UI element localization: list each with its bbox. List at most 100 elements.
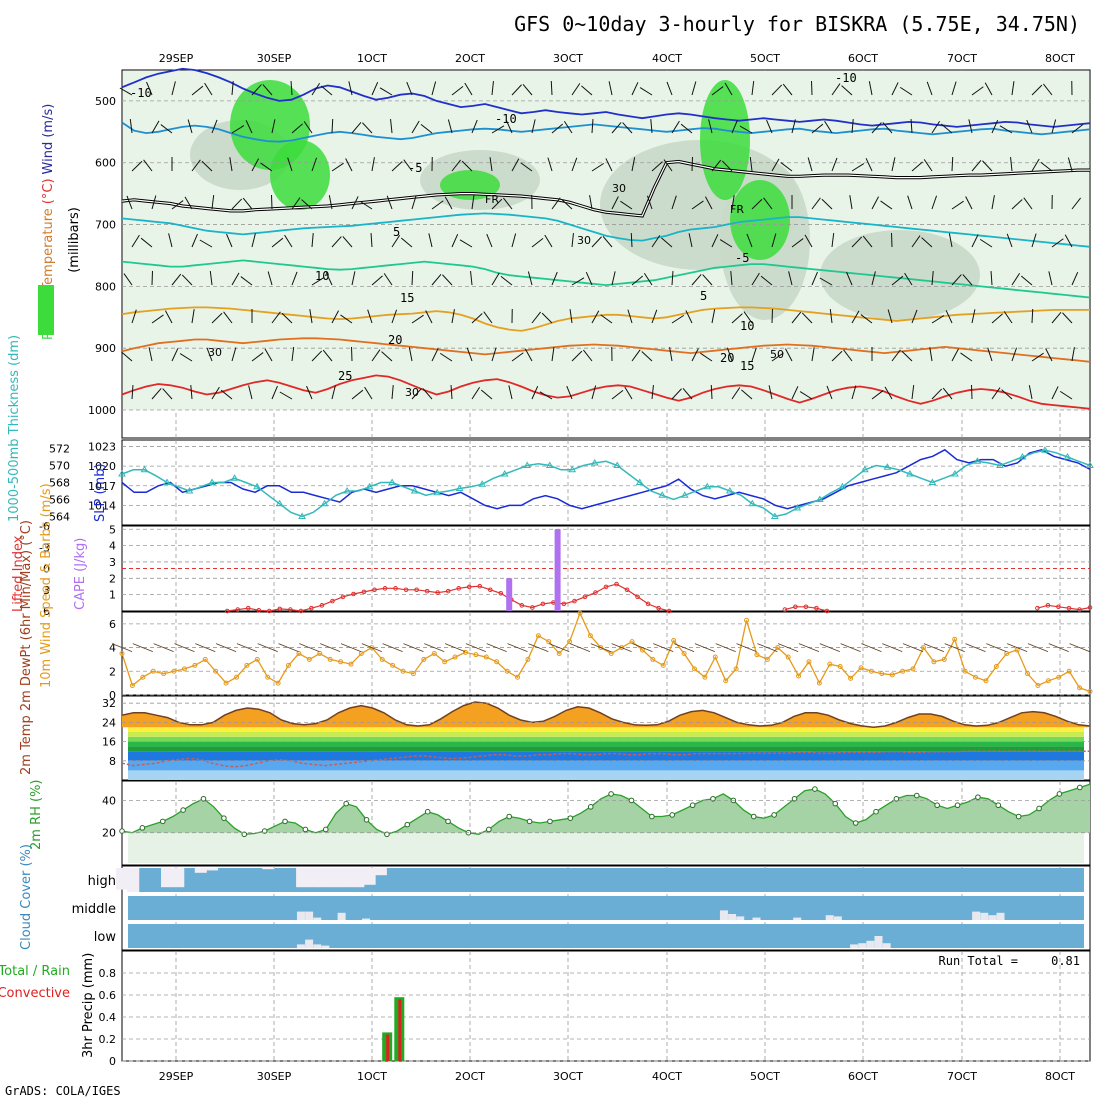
wind-speed-marker [462,649,468,655]
wind-barb [671,270,674,286]
wind-speed-marker [764,656,770,662]
thickness-marker [951,470,959,477]
thickness-marker [208,478,216,485]
wind-barb [791,119,796,134]
wind-barb [431,81,437,96]
wind-barb-10m [403,643,424,652]
wind-barb-10m [694,643,716,652]
wind-barb [923,159,933,172]
li-marker [445,588,451,594]
wind-barb [749,157,753,172]
wind-speed-marker [202,656,208,662]
wind-barb [491,272,500,286]
li-marker [224,608,230,614]
wind-barb [470,271,473,286]
wind-barb [671,195,677,210]
wind-barb [691,81,697,96]
wind-barb [231,125,245,134]
wind-barb [1031,158,1040,172]
wind-barb [240,276,253,286]
wind-barb [551,271,558,286]
li-marker [519,603,525,608]
date-label-bottom: 8OCT [1045,1070,1075,1083]
wind-barb [960,352,973,362]
wind-barb [451,234,459,248]
li-marker [298,608,304,614]
thickness-marker [500,470,509,477]
wind-barb [931,271,934,286]
wind-barb [411,314,424,324]
wind-barb [901,350,913,362]
wind-barb [661,237,673,248]
wind-speed-line [121,611,1091,693]
rh2m-marker [445,818,451,825]
temp-color-band [128,736,1084,742]
wind-speed-marker [702,674,708,680]
li-tick: 6 [43,605,50,618]
wind-barb [751,198,763,210]
wind-barb [884,386,893,400]
wind-barb [325,272,333,286]
wind-barb [1051,238,1064,248]
wind-barb [643,272,653,286]
pressure-tick-label: 900 [95,342,116,355]
wind-speed-marker [327,656,333,662]
wind-barb [968,119,973,134]
wind-barb [539,391,553,400]
wind-barb [287,157,293,172]
wind-barb [505,120,513,134]
cloud-low-gap [321,945,330,948]
wind-barb [391,385,394,400]
wind-speed-marker [848,675,854,681]
cloud-middle-gap [728,914,737,920]
rh2m-ylabel: 2m RH (%) [29,779,44,850]
li-tick: 0 [43,563,50,576]
wind-speed-marker [494,659,500,665]
thickness-marker [793,504,802,511]
wind-speed-marker [837,664,843,670]
thickness-marker [568,465,577,473]
wind-barb [162,388,173,400]
li-marker [656,605,661,611]
wind-barb [991,387,1001,400]
thickness-marker [163,478,171,485]
wind-speed-marker [233,674,239,680]
wind-barb [491,125,505,134]
wind-barb [801,312,813,324]
thickness-marker [388,478,397,485]
wind-barb [582,349,593,362]
wind-barb [447,119,453,134]
wind-barb [331,236,342,248]
wind-barb [831,350,843,362]
isotherm-label: 15 [400,291,414,305]
wind-barb [862,235,873,248]
wind-barb-10m [1006,643,1028,652]
chart-title: GFS 0~10day 3-hourly for BISKRA (5.75E, … [514,12,1080,36]
wind-barb [591,118,594,134]
wind-barb-10m [902,643,924,652]
wind-barb [851,385,857,400]
thickness-marker [906,470,914,477]
wind-speed-marker [483,654,489,660]
date-label-bottom: 2OCT [455,1070,485,1083]
wind-barb [191,85,204,96]
wind-barb [303,121,313,134]
wind-speed-marker [400,668,406,674]
wind-barb [551,197,561,210]
wind-barb-10m [632,643,653,652]
li-marker [256,607,262,613]
wind-barb [721,160,733,172]
wind-barb [931,315,945,324]
wind-barb [571,350,583,362]
wind-barb [491,347,497,362]
wind-speed-marker [275,680,281,686]
freezing-level-inner [121,160,1090,217]
li-marker [435,590,440,595]
wind-barb [780,162,793,172]
li-marker [1045,603,1051,608]
wind-speed-marker [338,659,344,665]
wind-barb-10m [798,643,820,652]
wind-barb-10m [528,643,549,652]
thickness-marker [523,461,532,468]
wind-barb [602,235,613,248]
